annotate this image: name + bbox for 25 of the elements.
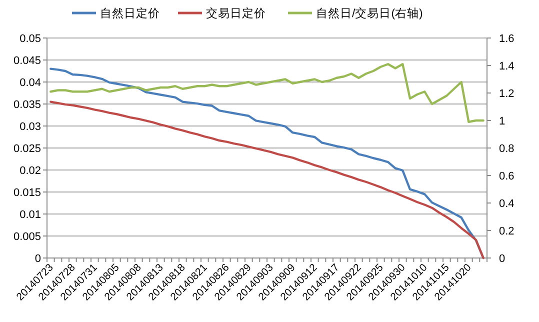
y2-tick-label: 1.2 [499,88,514,100]
line-series [50,63,484,123]
y2-tick-label: 1.4 [499,60,514,72]
y-tick-label: 0.005 [13,230,41,243]
y2-tick-label: 1 [499,115,506,128]
y-tick-label: 0.03 [20,120,41,133]
y2-tick-label: 0.2 [499,225,514,238]
y-tick-label: 0.04 [20,76,41,89]
legend-label: 自然日定价 [100,6,160,20]
y2-tick-label: 0.6 [499,170,514,182]
y-tick-label: 0.05 [20,32,41,45]
y2-tick-label: 0.4 [499,198,514,210]
y-tick-label: 0.02 [20,164,41,177]
y-tick-label: 0.015 [13,186,41,199]
y2-tick-label: 1.6 [499,32,514,45]
y2-tick-label: 0.8 [499,142,514,155]
legend-label: 自然日/交易日(右轴) [316,6,424,20]
y-tick-label: 0 [34,252,41,265]
y-tick-label: 0.045 [13,54,41,67]
legend-label: 交易日定价 [206,6,266,20]
y-tick-label: 0.01 [20,208,41,221]
line-series [50,100,484,260]
y-tick-label: 0.025 [13,142,41,155]
y2-tick-label: 0 [499,252,506,265]
y-tick-label: 0.035 [13,98,41,111]
